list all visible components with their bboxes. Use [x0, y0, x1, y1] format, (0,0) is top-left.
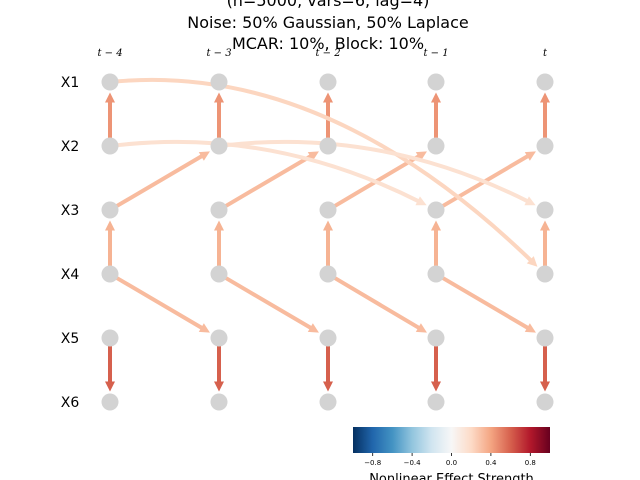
edges: [105, 77, 550, 392]
edge-x5-to-x6-14-arrowhead: [540, 381, 550, 392]
edge-x4-to-x5-21-arrowhead: [415, 323, 427, 333]
column-label-t-minus-3: t − 3: [206, 48, 231, 59]
colorbar-bar: [353, 427, 550, 453]
colorbar: −0.8 −0.4 0.0 0.4 0.8 Nonlinear Effect Stren…: [353, 427, 550, 480]
node-x6-col-1: [210, 393, 228, 411]
column-label-t-minus-1: t − 1: [423, 48, 448, 59]
edge-x2-to-x1-4-arrowhead: [540, 92, 550, 103]
edge-x4-to-x5-21: [333, 276, 423, 331]
edge-x4-to-x5-19: [115, 276, 206, 331]
node-x2-col-3: [427, 137, 445, 155]
edge-x2-to-x3-25: [225, 139, 531, 204]
edge-x5-to-x6-12-arrowhead: [323, 381, 333, 392]
node-x5-col-3: [427, 329, 445, 347]
column-label-t-minus-4: t − 4: [97, 48, 122, 59]
edge-x5-to-x6-13-arrowhead: [431, 381, 441, 392]
node-x3-col-3: [427, 201, 445, 219]
node-x3-col-0: [101, 201, 119, 219]
nodes: [101, 73, 554, 411]
node-x6-col-0: [101, 393, 119, 411]
edge-x5-to-x6-10-arrowhead: [105, 381, 115, 392]
edge-x4-to-x5-22-arrowhead: [524, 323, 536, 333]
edge-x4-to-x5-19-arrowhead: [198, 323, 210, 333]
column-label-t-minus-2: t − 2: [315, 48, 340, 59]
row-label-x1: X1: [61, 75, 80, 91]
edge-x5-to-x6-11-arrowhead: [214, 381, 224, 392]
edge-x2-to-x1-0-arrowhead: [105, 92, 115, 103]
row-label-x6: X6: [61, 395, 80, 411]
row-labels: X1 X2 X3 X4 X5 X6: [61, 75, 80, 411]
edge-x4-to-x3-8-arrowhead: [431, 220, 441, 231]
node-x2-col-1: [210, 137, 228, 155]
edge-x4-to-x5-20-arrowhead: [307, 323, 319, 333]
node-x1-col-0: [101, 73, 119, 91]
title-line-3: MCAR: 10%, Block: 10%: [232, 34, 424, 53]
node-x2-col-0: [101, 137, 119, 155]
colorbar-tick-label: 0.8: [525, 459, 536, 467]
title-line-2: Noise: 50% Gaussian, 50% Laplace: [187, 13, 469, 32]
colorbar-tick-label: −0.8: [364, 459, 381, 467]
node-x1-col-1: [210, 73, 228, 91]
edge-x2-to-x1-3-arrowhead: [431, 92, 441, 103]
edge-x4-to-x3-5-arrowhead: [105, 220, 115, 231]
node-x6-col-2: [319, 393, 337, 411]
colorbar-tick-label: −0.4: [404, 459, 422, 467]
edge-x1-to-x4-23-arrowhead: [526, 256, 538, 267]
node-x4-col-0: [101, 265, 119, 283]
node-x4-col-1: [210, 265, 228, 283]
node-x5-col-0: [101, 329, 119, 347]
node-x3-col-1: [210, 201, 228, 219]
node-x6-col-4: [536, 393, 554, 411]
row-label-x2: X2: [61, 139, 80, 155]
edge-x4-to-x5-20: [224, 276, 315, 331]
node-x4-col-4: [536, 265, 554, 283]
edge-x2-to-x1-1-arrowhead: [214, 92, 224, 103]
colorbar-tick-label: 0.4: [485, 459, 497, 467]
column-label-t: t: [543, 48, 548, 59]
edge-x4-to-x3-6-arrowhead: [214, 220, 224, 231]
colorbar-ticks: −0.8 −0.4 0.0 0.4 0.8: [364, 453, 536, 467]
node-x3-col-4: [536, 201, 554, 219]
node-x1-col-4: [536, 73, 554, 91]
node-x4-col-3: [427, 265, 445, 283]
edge-x3-to-x2-16-arrowhead: [307, 151, 319, 161]
node-x2-col-4: [536, 137, 554, 155]
node-x3-col-2: [319, 201, 337, 219]
column-labels: t − 4 t − 3 t − 2 t − 1 t: [97, 48, 548, 59]
edge-x3-to-x2-17-arrowhead: [415, 151, 427, 161]
node-x6-col-3: [427, 393, 445, 411]
node-x1-col-2: [319, 73, 337, 91]
edge-x2-to-x3-24-arrowhead: [415, 196, 427, 206]
edge-x2-to-x1-2-arrowhead: [323, 92, 333, 103]
edge-x2-to-x3-24: [116, 139, 422, 204]
node-x5-col-2: [319, 329, 337, 347]
title-line-1: (n=5000, vars=6, lag=4): [227, 0, 430, 10]
row-label-x3: X3: [61, 203, 80, 219]
node-x5-col-1: [210, 329, 228, 347]
edge-x3-to-x2-16: [224, 153, 315, 208]
colorbar-label: Nonlinear Effect Strength: [369, 472, 534, 480]
edge-x3-to-x2-15: [115, 153, 206, 208]
edge-x4-to-x3-9-arrowhead: [540, 220, 550, 231]
edge-x3-to-x2-15-arrowhead: [198, 151, 210, 161]
edge-x2-to-x3-25-arrowhead: [524, 196, 536, 206]
node-x5-col-4: [536, 329, 554, 347]
figure-title: (n=5000, vars=6, lag=4) Noise: 50% Gauss…: [187, 0, 469, 53]
edge-x3-to-x2-18-arrowhead: [524, 151, 536, 161]
edge-x1-to-x4-23: [116, 77, 534, 264]
node-x1-col-3: [427, 73, 445, 91]
node-x2-col-2: [319, 137, 337, 155]
row-label-x5: X5: [61, 331, 80, 347]
colorbar-tick-label: 0.0: [446, 459, 457, 467]
edge-x4-to-x5-22: [441, 276, 532, 331]
node-x4-col-2: [319, 265, 337, 283]
row-label-x4: X4: [61, 267, 80, 283]
edge-x4-to-x3-7-arrowhead: [323, 220, 333, 231]
